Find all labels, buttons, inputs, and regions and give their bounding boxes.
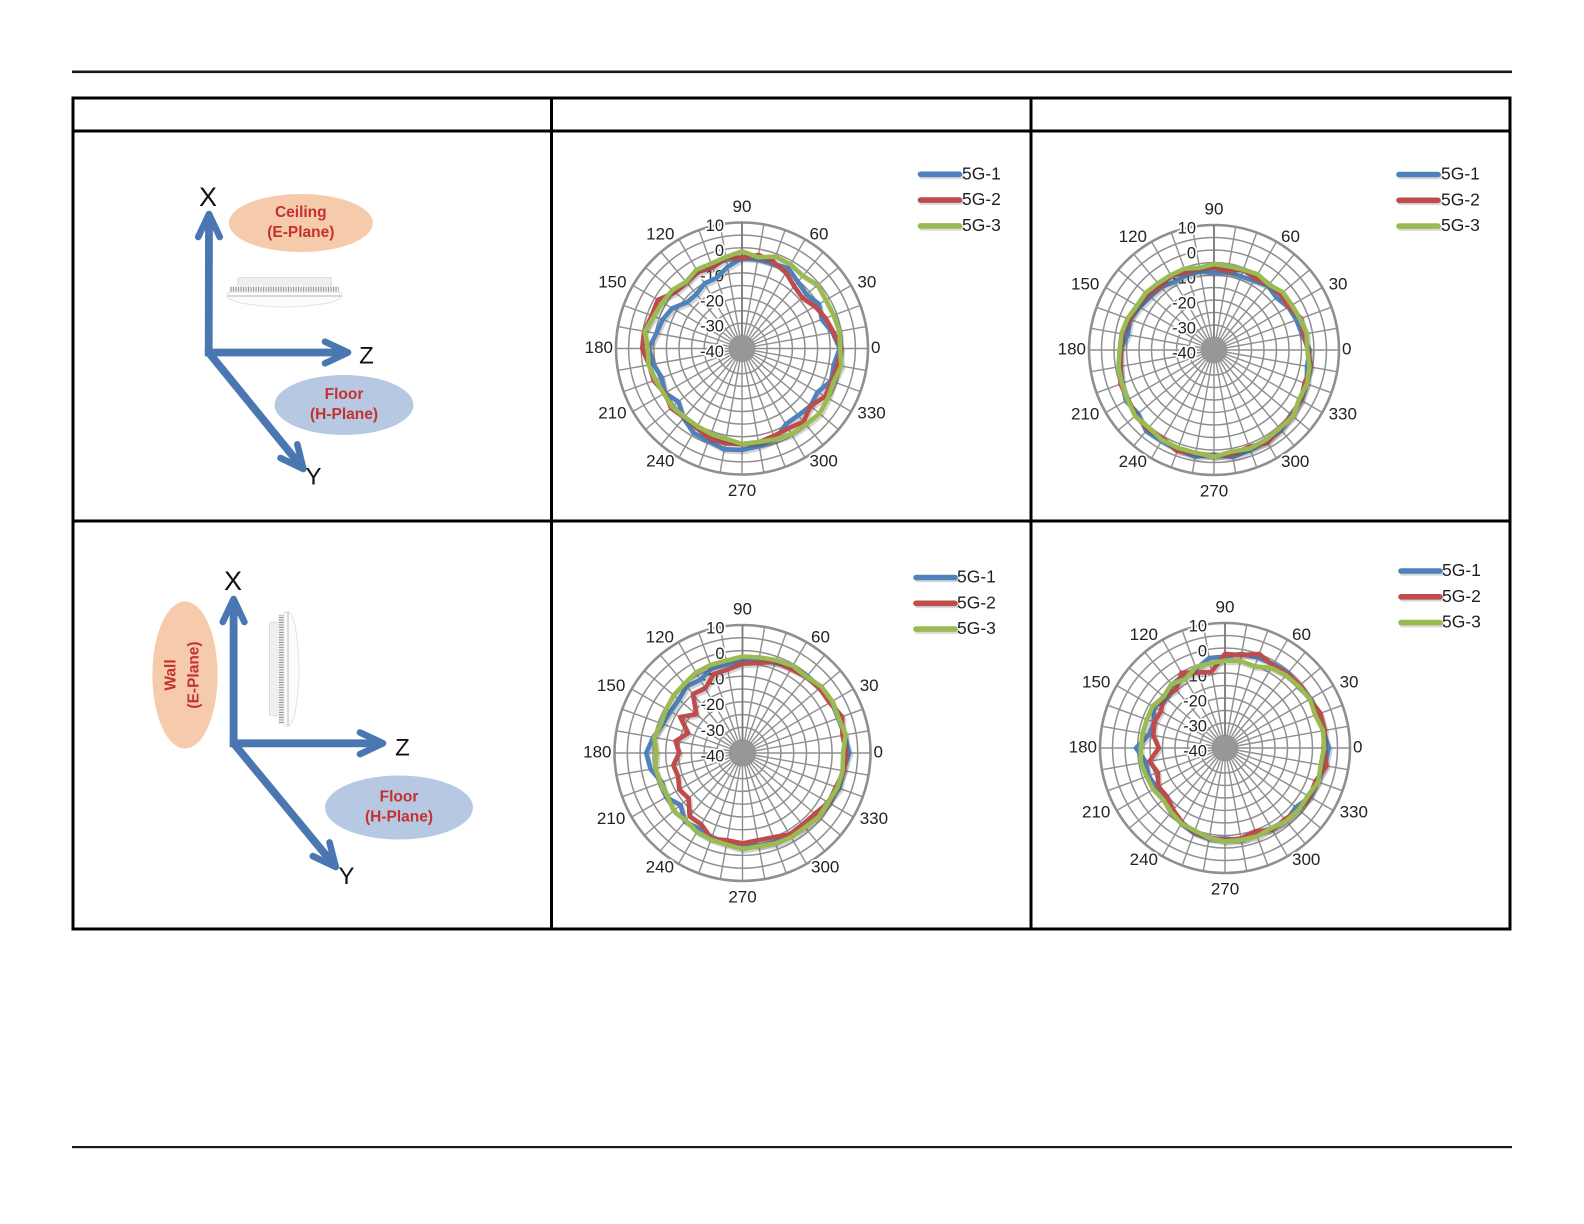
svg-text:0: 0 — [874, 742, 883, 761]
svg-text:0: 0 — [871, 338, 880, 357]
svg-text:-30: -30 — [1183, 717, 1207, 735]
svg-text:0: 0 — [1342, 339, 1351, 358]
svg-text:5G-2: 5G-2 — [1441, 189, 1480, 209]
svg-text:90: 90 — [733, 197, 752, 216]
svg-text:330: 330 — [860, 809, 888, 828]
svg-text:240: 240 — [1119, 452, 1147, 471]
svg-text:5G-3: 5G-3 — [962, 215, 1001, 235]
svg-text:60: 60 — [810, 225, 829, 244]
svg-text:210: 210 — [1082, 802, 1110, 821]
svg-text:210: 210 — [1071, 404, 1099, 423]
svg-text:5G-2: 5G-2 — [1442, 586, 1481, 606]
svg-text:30: 30 — [1329, 274, 1348, 293]
svg-text:-20: -20 — [701, 696, 725, 714]
svg-text:0: 0 — [1198, 642, 1207, 660]
svg-text:150: 150 — [1071, 274, 1099, 293]
svg-text:Ceiling: Ceiling — [275, 204, 327, 221]
svg-text:270: 270 — [1200, 481, 1228, 500]
svg-text:90: 90 — [1205, 199, 1224, 218]
svg-text:300: 300 — [810, 451, 838, 470]
svg-text:60: 60 — [811, 627, 830, 646]
svg-text:180: 180 — [583, 742, 611, 761]
svg-text:-40: -40 — [700, 343, 724, 361]
svg-text:30: 30 — [860, 676, 879, 695]
svg-text:240: 240 — [646, 858, 674, 877]
svg-text:300: 300 — [811, 858, 839, 877]
svg-text:300: 300 — [1281, 452, 1309, 471]
svg-text:180: 180 — [585, 338, 613, 357]
svg-text:10: 10 — [706, 217, 724, 235]
svg-text:30: 30 — [857, 272, 876, 291]
svg-text:270: 270 — [728, 887, 756, 906]
svg-text:-30: -30 — [1172, 319, 1196, 337]
svg-text:60: 60 — [1281, 227, 1300, 246]
svg-text:-30: -30 — [700, 318, 724, 336]
svg-text:10: 10 — [706, 619, 724, 637]
svg-text:270: 270 — [1211, 879, 1239, 898]
svg-text:120: 120 — [646, 627, 674, 646]
svg-text:150: 150 — [1082, 672, 1110, 691]
svg-text:300: 300 — [1292, 850, 1320, 869]
svg-text:5G-1: 5G-1 — [1441, 164, 1480, 184]
svg-text:5G-1: 5G-1 — [1442, 560, 1481, 580]
svg-text:210: 210 — [598, 403, 626, 422]
svg-text:10: 10 — [1189, 617, 1207, 635]
svg-text:330: 330 — [857, 403, 885, 422]
svg-text:(E-Plane): (E-Plane) — [186, 641, 203, 708]
svg-text:60: 60 — [1292, 625, 1311, 644]
svg-text:X: X — [199, 182, 217, 212]
svg-text:90: 90 — [1216, 597, 1235, 616]
svg-text:330: 330 — [1329, 404, 1357, 423]
svg-text:180: 180 — [1069, 737, 1097, 756]
svg-text:Y: Y — [305, 463, 321, 490]
svg-text:120: 120 — [1130, 625, 1158, 644]
svg-text:10: 10 — [1178, 219, 1196, 237]
svg-text:180: 180 — [1058, 339, 1086, 358]
svg-text:5G-3: 5G-3 — [1442, 612, 1481, 632]
svg-text:5G-2: 5G-2 — [962, 189, 1001, 209]
svg-text:120: 120 — [646, 225, 674, 244]
svg-text:(H-Plane): (H-Plane) — [365, 809, 433, 826]
svg-text:30: 30 — [1340, 672, 1359, 691]
svg-text:210: 210 — [597, 809, 625, 828]
svg-text:5G-3: 5G-3 — [1441, 215, 1480, 235]
svg-text:5G-1: 5G-1 — [957, 567, 996, 587]
svg-text:330: 330 — [1340, 802, 1368, 821]
svg-text:-20: -20 — [1183, 692, 1207, 710]
svg-text:(H-Plane): (H-Plane) — [310, 406, 378, 423]
svg-text:0: 0 — [1187, 244, 1196, 262]
svg-text:5G-2: 5G-2 — [957, 592, 996, 612]
svg-text:240: 240 — [646, 451, 674, 470]
svg-text:120: 120 — [1119, 227, 1147, 246]
svg-text:150: 150 — [598, 272, 626, 291]
svg-text:150: 150 — [597, 676, 625, 695]
svg-text:Y: Y — [338, 863, 354, 890]
svg-text:-20: -20 — [700, 292, 724, 310]
svg-text:-40: -40 — [1183, 742, 1207, 760]
svg-text:240: 240 — [1130, 850, 1158, 869]
svg-text:X: X — [224, 566, 242, 596]
svg-text:5G-1: 5G-1 — [962, 163, 1001, 183]
svg-text:Z: Z — [359, 342, 374, 369]
svg-text:270: 270 — [728, 481, 756, 500]
svg-text:-20: -20 — [1172, 294, 1196, 312]
svg-text:5G-3: 5G-3 — [957, 618, 996, 638]
svg-text:-40: -40 — [701, 747, 725, 765]
svg-text:-40: -40 — [1172, 344, 1196, 362]
svg-text:0: 0 — [1353, 737, 1362, 756]
svg-text:Floor: Floor — [325, 386, 364, 403]
svg-text:Z: Z — [395, 734, 410, 761]
svg-text:Wall: Wall — [163, 659, 180, 690]
svg-text:(E-Plane): (E-Plane) — [267, 224, 334, 241]
svg-text:90: 90 — [733, 599, 752, 618]
svg-text:-30: -30 — [701, 722, 725, 740]
svg-text:Floor: Floor — [380, 789, 419, 806]
